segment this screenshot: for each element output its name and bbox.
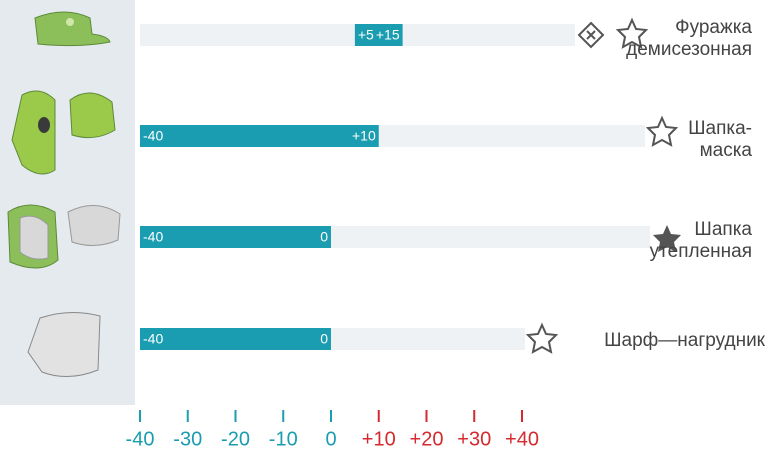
star-icon xyxy=(528,325,556,352)
value-label: -40 xyxy=(143,331,163,347)
category-label: Шапка- xyxy=(688,118,752,139)
x-tick-label: 0 xyxy=(325,428,336,450)
value-label: -40 xyxy=(143,229,163,245)
x-tick-label: -10 xyxy=(269,428,298,450)
x-tick-label: -30 xyxy=(173,428,202,450)
bar xyxy=(140,125,379,147)
value-label: +15 xyxy=(376,27,400,43)
cross-icon xyxy=(579,23,603,47)
value-label: 0 xyxy=(320,229,328,245)
value-label: -40 xyxy=(143,128,163,144)
bar xyxy=(140,226,331,248)
bar xyxy=(140,328,331,350)
x-tick-label: +30 xyxy=(457,428,491,450)
category-label: Шапка xyxy=(694,219,752,240)
category-label: утепленная xyxy=(650,241,752,262)
axis-line xyxy=(135,0,139,405)
star-icon xyxy=(648,118,676,145)
value-label: +5 xyxy=(358,27,374,43)
scarf-image xyxy=(28,312,100,376)
category-label: Фуражка xyxy=(675,17,752,38)
category-label: Шарф—нагрудник xyxy=(604,330,766,351)
chart: -40 -30 -20 -10 0 +10 +20 +30 +40 +5+15 Фуражкадем… xyxy=(0,0,770,458)
x-tick-label: +20 xyxy=(410,428,444,450)
x-tick-label: +10 xyxy=(362,428,396,450)
x-tick-label: -40 xyxy=(126,428,155,450)
x-tick-label: -20 xyxy=(221,428,250,450)
category-label: маска xyxy=(700,140,753,161)
category-label: демисезонная xyxy=(626,39,752,60)
value-label: 0 xyxy=(320,331,328,347)
value-label: +10 xyxy=(352,128,376,144)
x-tick-label: +40 xyxy=(505,428,539,450)
